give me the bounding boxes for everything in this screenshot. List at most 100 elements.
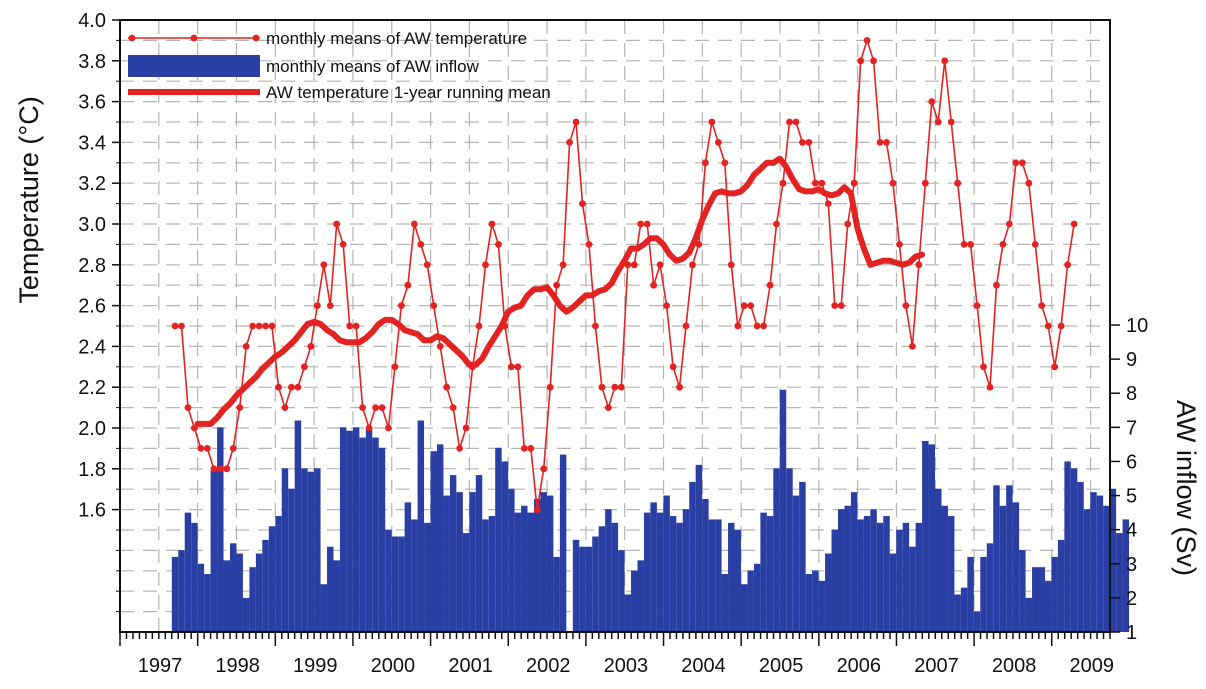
temperature-point — [430, 302, 438, 309]
temperature-point — [365, 424, 373, 432]
inflow-bar — [631, 570, 638, 632]
temperature-point — [462, 424, 470, 432]
temperature-point — [850, 179, 858, 187]
inflow-bar — [391, 536, 399, 632]
y-right-tick-label: 9 — [1126, 349, 1137, 371]
inflow-bar — [728, 522, 735, 632]
inflow-bar — [475, 475, 483, 632]
temperature-point — [475, 322, 483, 330]
temperature-point — [883, 139, 890, 146]
inflow-bar — [792, 495, 800, 632]
inflow-bar — [417, 420, 425, 632]
temperature-point — [766, 281, 774, 289]
legend-swatch-marker — [128, 34, 136, 42]
temperature-point — [960, 241, 968, 248]
inflow-bar — [643, 512, 651, 632]
inflow-bar — [592, 536, 599, 632]
inflow-bar — [268, 526, 276, 632]
temperature-point — [352, 322, 360, 330]
inflow-bar — [1122, 519, 1130, 632]
y-left-tick-label: 1.8 — [78, 459, 106, 481]
inflow-bar — [398, 536, 405, 632]
y-right-tick-label: 10 — [1126, 315, 1148, 337]
inflow-bar — [766, 516, 774, 632]
temperature-point — [184, 404, 192, 411]
temperature-point — [941, 57, 949, 65]
x-tick-label: 1997 — [138, 655, 183, 677]
y-left-tick-label: 3.0 — [78, 214, 106, 236]
inflow-bar — [812, 570, 819, 632]
x-tick-label: 2008 — [992, 655, 1037, 677]
inflow-bar — [1083, 509, 1091, 632]
inflow-bar — [501, 461, 509, 632]
y-left-tick-label: 2.4 — [78, 336, 106, 358]
inflow-bar — [171, 556, 179, 632]
y-left-tick-label: 2.6 — [78, 296, 106, 318]
temperature-point — [824, 200, 832, 208]
temperature-point — [307, 343, 315, 350]
inflow-bar — [973, 611, 981, 632]
temperature-point — [339, 241, 347, 248]
inflow-bar — [650, 502, 657, 632]
temperature-point — [799, 139, 806, 146]
temperature-point — [275, 383, 282, 391]
temperature-point — [281, 404, 289, 411]
inflow-bar — [436, 444, 444, 632]
inflow-bar — [456, 492, 463, 632]
inflow-bar — [870, 509, 877, 632]
inflow-bar — [217, 427, 224, 632]
x-tick-label: 2009 — [1070, 655, 1115, 677]
inflow-bar — [327, 546, 334, 632]
inflow-bar — [715, 519, 722, 632]
inflow-bar — [1006, 485, 1013, 632]
temperature-point — [624, 261, 632, 269]
temperature-point — [876, 139, 884, 146]
inflow-bar — [779, 389, 787, 632]
inflow-bar — [462, 533, 470, 632]
inflow-bar — [902, 522, 910, 632]
inflow-bar — [721, 574, 729, 632]
temperature-point — [980, 363, 987, 371]
inflow-bar — [624, 594, 632, 632]
x-tick-label: 2005 — [759, 655, 804, 677]
temperature-point — [650, 281, 658, 289]
inflow-bar — [333, 560, 340, 632]
inflow-bar — [320, 584, 328, 632]
inflow-bar — [889, 553, 897, 632]
temperature-point — [378, 404, 386, 411]
inflow-bar — [482, 519, 489, 632]
inflow-bar — [1116, 533, 1123, 632]
inflow-bar — [915, 522, 923, 632]
inflow-bar — [702, 498, 709, 632]
temperature-point — [708, 118, 716, 126]
y-right-tick-label: 8 — [1126, 383, 1137, 405]
inflow-bar — [786, 468, 793, 632]
temperature-point — [359, 404, 366, 411]
inflow-bar — [378, 447, 386, 632]
inflow-bar — [508, 488, 515, 632]
temperature-point — [203, 445, 211, 452]
inflow-bar — [695, 464, 703, 632]
temperature-point — [1057, 322, 1065, 330]
inflow-bar — [954, 594, 961, 632]
temperature-point — [553, 281, 561, 289]
inflow-bar — [404, 502, 412, 632]
x-tick-label: 2003 — [604, 655, 649, 677]
temperature-point — [520, 445, 528, 452]
inflow-bar — [663, 495, 670, 632]
inflow-bar — [527, 512, 534, 632]
temperature-point — [533, 506, 541, 513]
temperature-point — [786, 118, 793, 126]
temperature-point — [714, 139, 722, 146]
temperature-point — [585, 241, 593, 248]
temperature-point — [889, 179, 897, 187]
inflow-bar — [553, 556, 560, 632]
temperature-point — [598, 383, 606, 391]
temperature-point — [449, 404, 457, 411]
temperature-point — [986, 383, 994, 391]
inflow-bar — [1090, 492, 1097, 632]
temperature-point — [488, 220, 496, 228]
inflow-bar — [1038, 567, 1045, 632]
temperature-point — [934, 118, 942, 126]
inflow-bar — [941, 505, 948, 632]
